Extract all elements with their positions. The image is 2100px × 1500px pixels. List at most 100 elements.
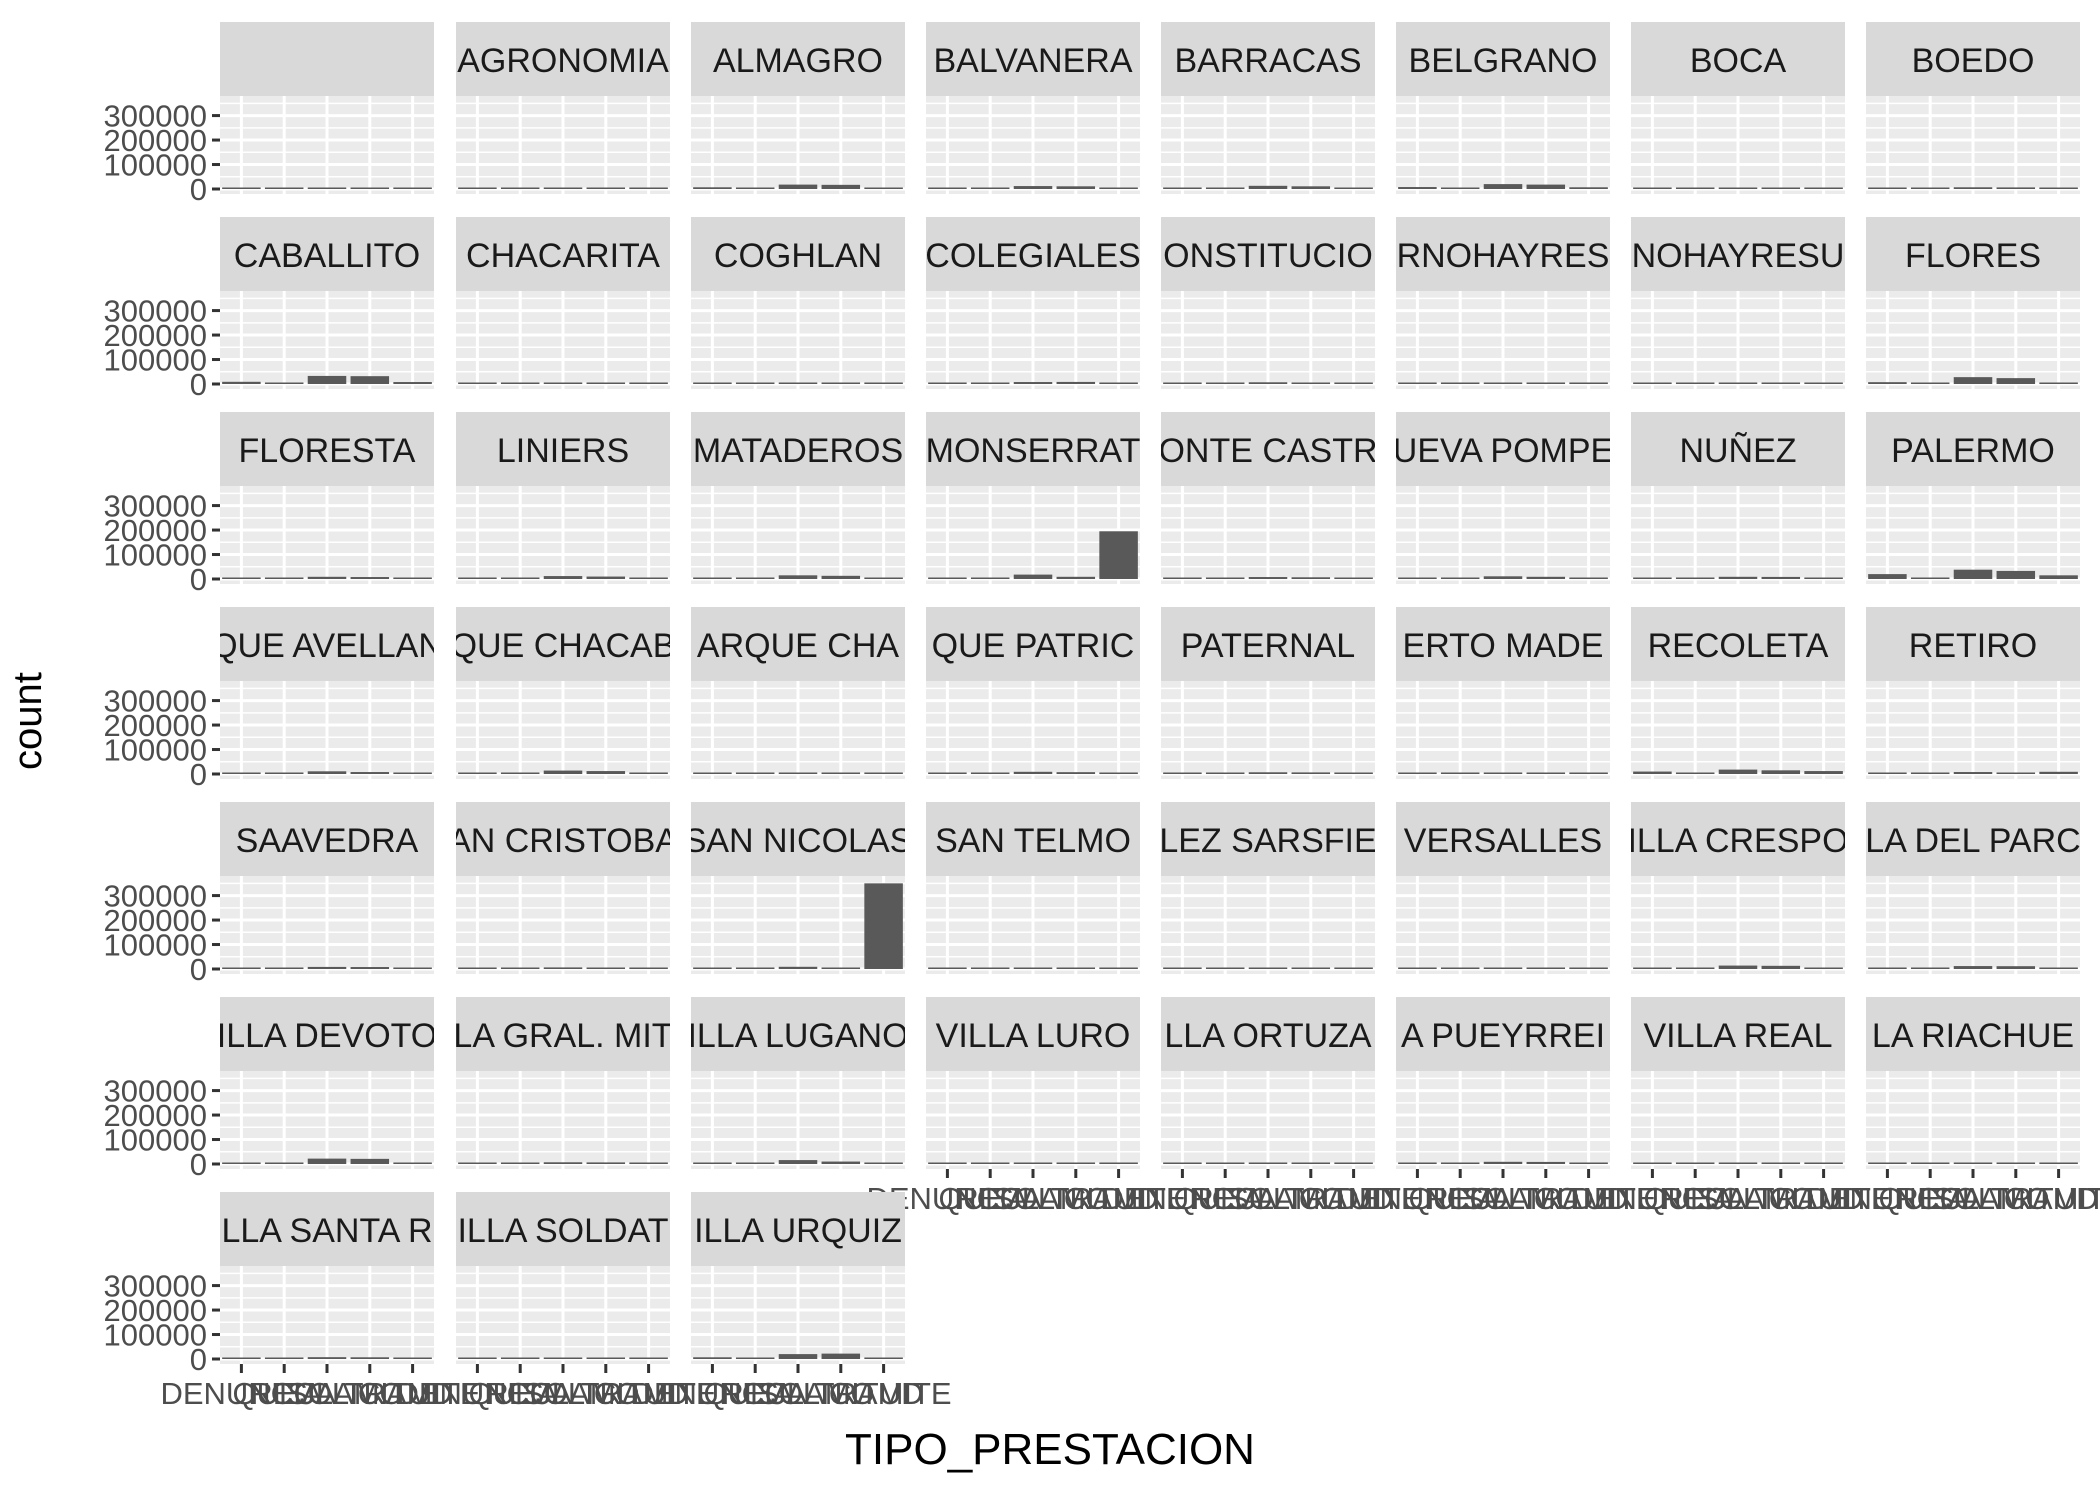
bar — [629, 1357, 668, 1359]
bar — [543, 382, 583, 384]
bar — [2039, 1162, 2078, 1164]
facet-panel: AN CRISTOBA — [456, 802, 670, 974]
facet-strip — [1866, 22, 2080, 96]
bar — [307, 771, 347, 774]
bar — [1099, 967, 1138, 969]
facet-strip — [1631, 802, 1845, 876]
x-tick-label: RECLAMO — [1896, 1181, 2049, 1216]
bar — [1440, 577, 1480, 579]
bar — [821, 184, 861, 189]
facet-panel: LINIERS — [456, 412, 670, 584]
bar — [222, 967, 261, 969]
bar — [693, 772, 732, 774]
bar — [1013, 382, 1053, 384]
bar — [500, 187, 540, 189]
bar — [1675, 1162, 1715, 1164]
facet-strip — [220, 802, 434, 876]
bar — [393, 187, 432, 189]
bar — [1996, 378, 2036, 384]
bar — [1483, 772, 1523, 774]
bar — [458, 382, 497, 384]
bar — [821, 772, 861, 774]
bar — [1633, 1162, 1672, 1164]
bar — [2039, 771, 2078, 774]
facet-strip-label: ONSTITUCIO — [1163, 237, 1373, 275]
bar — [1398, 967, 1437, 969]
x-tick-label: RECLAMO — [486, 1376, 639, 1411]
facet-strip — [1866, 217, 2080, 291]
facet-strip — [926, 217, 1140, 291]
y-tick-label: 0 — [190, 367, 207, 402]
bar — [586, 187, 626, 189]
facet-strip-label: RECOLETA — [1648, 627, 1829, 665]
bar — [543, 576, 583, 579]
x-tick-label: TRAMITE — [581, 1376, 717, 1411]
bar — [629, 382, 668, 384]
bar — [1248, 967, 1288, 969]
facet-strip-label: MATADEROS — [693, 432, 903, 470]
facet-strip-label: UEVA POMPE — [1393, 432, 1613, 470]
bar — [1761, 187, 1801, 189]
facet-strip-label: LLA ORTUZA — [1164, 1017, 1372, 1055]
bar — [864, 1162, 903, 1164]
bar — [1526, 772, 1566, 774]
bar — [1483, 967, 1523, 969]
facet-strip — [1396, 217, 1610, 291]
bar — [1398, 187, 1437, 189]
facet-panel: LA RIACHUE DENUNCIAQUEJARECLAMOSOLICITUDT… — [1806, 997, 2100, 1216]
bar — [586, 1162, 626, 1164]
bar — [1163, 187, 1202, 189]
facet-strip — [1396, 607, 1610, 681]
facet-panel: A PUEYRREI DENUNCIAQUEJARECLAMOSOLICITUDT… — [1336, 997, 1657, 1216]
facet-panel: COLEGIALES — [926, 217, 1140, 389]
bar — [1291, 577, 1331, 579]
bar — [1483, 576, 1523, 579]
x-tick-label: DENUNCIA — [160, 1376, 322, 1411]
bar — [864, 772, 903, 774]
facet-panel: BOCA — [1631, 22, 1845, 194]
facet-strip-label: BOEDO — [1912, 42, 2035, 80]
bar — [1910, 577, 1950, 579]
bar — [1569, 382, 1608, 384]
bar — [1483, 382, 1523, 384]
bar — [821, 1161, 861, 1164]
facet-strip-label: CABALLITO — [234, 237, 420, 275]
bar — [1910, 772, 1950, 774]
facet-panel: PATERNAL — [1161, 607, 1375, 779]
bar — [458, 967, 497, 969]
facet-strip — [1161, 412, 1375, 486]
bar — [778, 382, 818, 384]
bar — [693, 1357, 732, 1359]
facet-panel: ILLA SOLDAT DENUNCIAQUEJARECLAMOSOLICITUD… — [396, 1192, 717, 1411]
y-tick-label: 100000 — [104, 538, 207, 573]
bar — [1398, 382, 1437, 384]
bar — [1633, 187, 1672, 189]
x-tick-label: TRAMITE — [816, 1376, 952, 1411]
bar — [629, 1162, 668, 1164]
bar — [458, 1357, 497, 1359]
bar — [693, 187, 732, 189]
bar — [1953, 377, 1993, 384]
bar — [1569, 187, 1608, 189]
x-tick-label: SOLICITUD — [993, 1181, 1158, 1216]
bar — [1761, 770, 1801, 774]
bar — [778, 1354, 818, 1359]
facet-strip-label: QUE AVELLAN — [211, 627, 443, 665]
y-tick-label: 100000 — [104, 1318, 207, 1353]
bar — [350, 376, 390, 384]
facet-strip — [1396, 802, 1610, 876]
bar — [2039, 187, 2078, 189]
facet-strip — [691, 217, 905, 291]
bar — [350, 187, 390, 189]
bar — [500, 1357, 540, 1359]
bar — [1804, 577, 1843, 579]
bar — [928, 772, 967, 774]
bar — [821, 967, 861, 969]
bar — [1675, 187, 1715, 189]
bar — [1056, 1162, 1096, 1164]
facet-panel: VILLA LURODENUNCIAQUEJARECLAMOSOLICITUDT… — [866, 997, 1187, 1216]
bar — [1398, 577, 1437, 579]
